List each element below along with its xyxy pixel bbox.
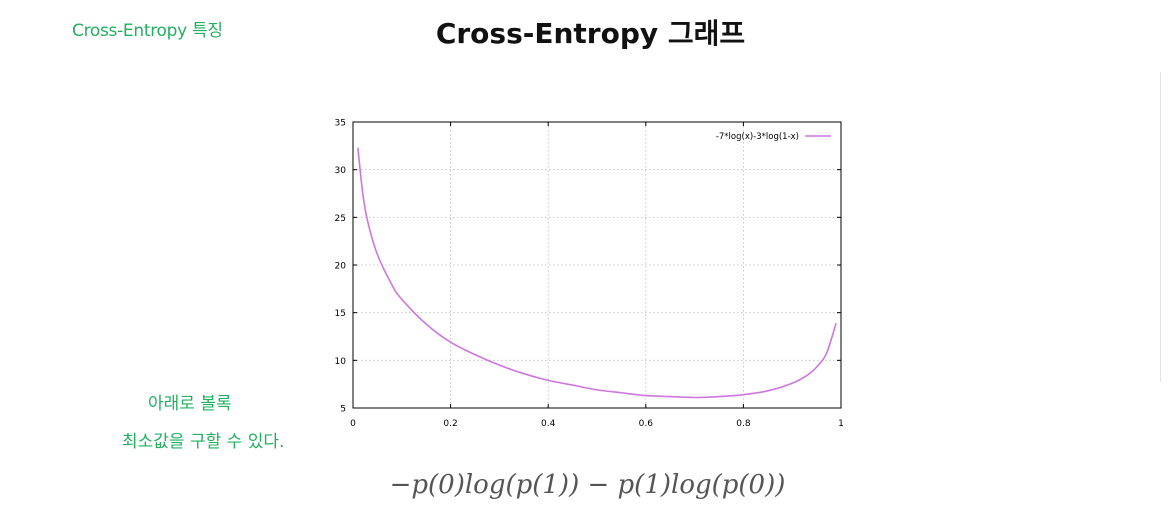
section-label: Cross-Entropy 특징 (72, 21, 223, 41)
divider-line (1160, 72, 1161, 382)
x-tick-label: 0.4 (541, 419, 556, 429)
x-tick-label: 0.6 (639, 419, 654, 429)
series-layer (357, 147, 837, 399)
y-tick-label: 5 (340, 405, 346, 415)
y-tick-label: 15 (335, 309, 346, 319)
x-tick-label: 0 (350, 419, 356, 429)
formula: −p(0)log(p(1)) − p(1)log(p(0)) (389, 470, 786, 500)
page-title: Cross-Entropy 그래프 (435, 17, 746, 50)
y-tick-label: 10 (335, 357, 347, 367)
y-tick-label: 20 (335, 262, 347, 272)
x-tick-label: 0.8 (736, 419, 751, 429)
y-tick-label: 30 (335, 166, 347, 176)
y-tick-label: 25 (335, 214, 346, 224)
legend: -7*log(x)-3*log(1-x) (716, 132, 831, 142)
note-convex: 아래로 볼록 (148, 394, 232, 414)
legend-label: -7*log(x)-3*log(1-x) (716, 132, 799, 142)
x-tick-label: 1 (838, 419, 844, 429)
x-tick-label: 0.2 (443, 419, 457, 429)
grid-lines (353, 122, 841, 408)
y-tick-label: 35 (335, 119, 346, 129)
series-line (357, 147, 837, 399)
note-minimum: 최소값을 구할 수 있다. (122, 432, 285, 452)
